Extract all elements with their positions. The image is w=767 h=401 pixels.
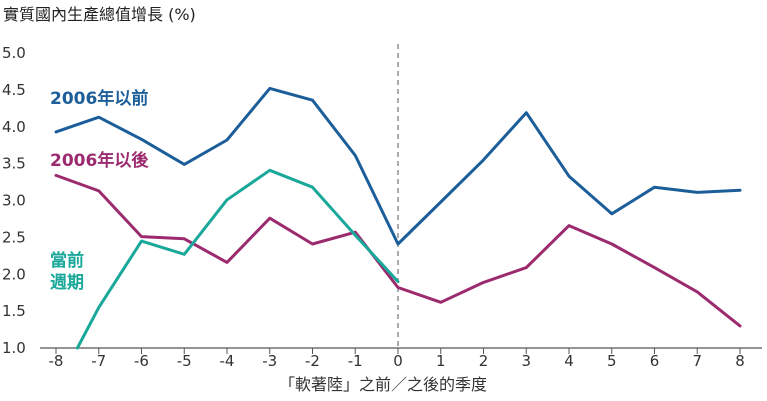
series-line-0 bbox=[54, 86, 742, 246]
x-tick-label: 5 bbox=[607, 352, 617, 370]
series-label-2: 當前 bbox=[50, 250, 84, 271]
x-tick-label: 3 bbox=[521, 352, 531, 370]
y-tick-label: 5.0 bbox=[2, 44, 26, 62]
series-line-1 bbox=[54, 173, 742, 328]
x-tick-label: -4 bbox=[220, 352, 235, 370]
series-label-0: 2006年以前 bbox=[50, 88, 148, 109]
x-tick-label: -7 bbox=[91, 352, 106, 370]
x-tick-label: -2 bbox=[305, 352, 320, 370]
y-tick-label: 1.0 bbox=[2, 339, 26, 357]
y-tick-label: 2.0 bbox=[2, 265, 26, 283]
y-tick-label: 4.0 bbox=[2, 118, 26, 136]
y-axis-ticks: 1.0 1.5 2.0 2.5 3.0 3.5 4.0 4.5 5.0 bbox=[2, 44, 26, 357]
x-axis-ticks: -8 -7 -6 -5 -4 -3 -2 -1 0 1 2 3 4 5 6 7 8 bbox=[49, 348, 745, 370]
series-label-1: 2006年以後 bbox=[50, 150, 149, 171]
chart-title: 實質國內生產總值增長 (%) bbox=[3, 5, 196, 24]
x-tick-label: 2 bbox=[479, 352, 489, 370]
x-tick-label: 4 bbox=[564, 352, 574, 370]
x-tick-label: -5 bbox=[177, 352, 192, 370]
x-tick-label: 7 bbox=[692, 352, 702, 370]
series-line-2 bbox=[75, 168, 400, 350]
y-tick-label: 1.5 bbox=[2, 302, 26, 320]
x-tick-label: -1 bbox=[348, 352, 363, 370]
y-tick-label: 3.5 bbox=[2, 155, 26, 173]
x-tick-label: 6 bbox=[650, 352, 660, 370]
x-axis-label: 「軟著陸」之前／之後的季度 bbox=[279, 375, 487, 394]
x-tick-label: -8 bbox=[49, 352, 64, 370]
x-tick-label: -3 bbox=[262, 352, 277, 370]
y-tick-label: 3.0 bbox=[2, 192, 26, 210]
series-label-2: 週期 bbox=[50, 273, 84, 293]
y-tick-label: 4.5 bbox=[2, 81, 26, 99]
x-tick-label: 0 bbox=[393, 352, 403, 370]
y-tick-label: 2.5 bbox=[2, 228, 26, 246]
x-tick-label: 8 bbox=[735, 352, 745, 370]
x-tick-label: -6 bbox=[134, 352, 149, 370]
series-lines bbox=[54, 86, 742, 350]
x-tick-label: 1 bbox=[436, 352, 446, 370]
